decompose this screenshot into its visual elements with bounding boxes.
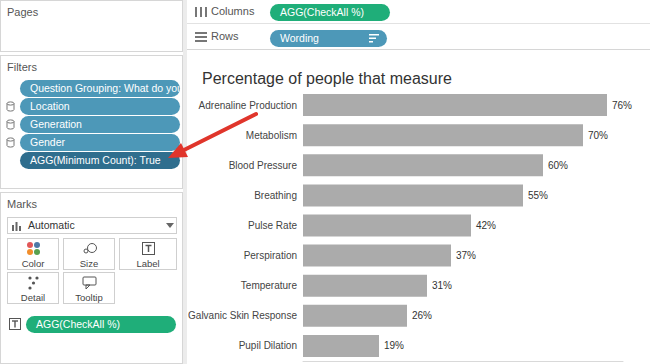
html-text:Label: Label xyxy=(136,258,160,269)
svg-text:26%: 26% xyxy=(412,310,432,321)
svg-text:Blood Pressure: Blood Pressure xyxy=(229,160,298,171)
svg-text:Temperature: Temperature xyxy=(241,280,298,291)
html-text:Rows: Rows xyxy=(211,30,239,42)
html-text:Columns: Columns xyxy=(211,5,255,17)
html-text:Detail: Detail xyxy=(20,292,46,303)
svg-text:Perspiration: Perspiration xyxy=(244,250,297,261)
html-text:AGG(CheckAll %): AGG(CheckAll %) xyxy=(280,6,364,18)
svg-text:55%: 55% xyxy=(528,190,548,201)
svg-text:76%: 76% xyxy=(612,100,632,111)
svg-text:Metabolism: Metabolism xyxy=(246,130,297,141)
html-text:Automatic: Automatic xyxy=(28,219,75,231)
html-text:Size: Size xyxy=(79,258,99,269)
html-text:Location: Location xyxy=(30,100,70,112)
html-text:Pages: Pages xyxy=(7,6,39,18)
svg-text:37%: 37% xyxy=(456,250,476,261)
svg-text:Percentage of people that meas: Percentage of people that measure xyxy=(202,70,452,87)
html-text:Filters: Filters xyxy=(7,61,37,73)
html-text:AGG(CheckAll %): AGG(CheckAll %) xyxy=(36,318,120,330)
svg-text:42%: 42% xyxy=(476,220,496,231)
html-text:Gender: Gender xyxy=(30,136,65,148)
svg-text:70%: 70% xyxy=(588,130,608,141)
html-text:Tooltip: Tooltip xyxy=(75,292,103,303)
svg-text:Adrenaline Production: Adrenaline Production xyxy=(199,100,297,111)
svg-text:60%: 60% xyxy=(548,160,568,171)
html-text:Wording: Wording xyxy=(280,32,319,44)
svg-text:19%: 19% xyxy=(384,340,404,351)
html-text:Marks: Marks xyxy=(7,198,37,210)
svg-text:Breathing: Breathing xyxy=(254,190,297,201)
html-text:AGG(Minimum Count): True: AGG(Minimum Count): True xyxy=(30,154,161,166)
svg-text:Pupil Dilation: Pupil Dilation xyxy=(239,340,297,351)
html-text:Color: Color xyxy=(21,258,45,269)
html-text:Generation: Generation xyxy=(30,118,82,130)
svg-text:Galvanic Skin Response: Galvanic Skin Response xyxy=(188,310,297,321)
svg-text:31%: 31% xyxy=(432,280,452,291)
svg-text:Pulse Rate: Pulse Rate xyxy=(248,220,297,231)
